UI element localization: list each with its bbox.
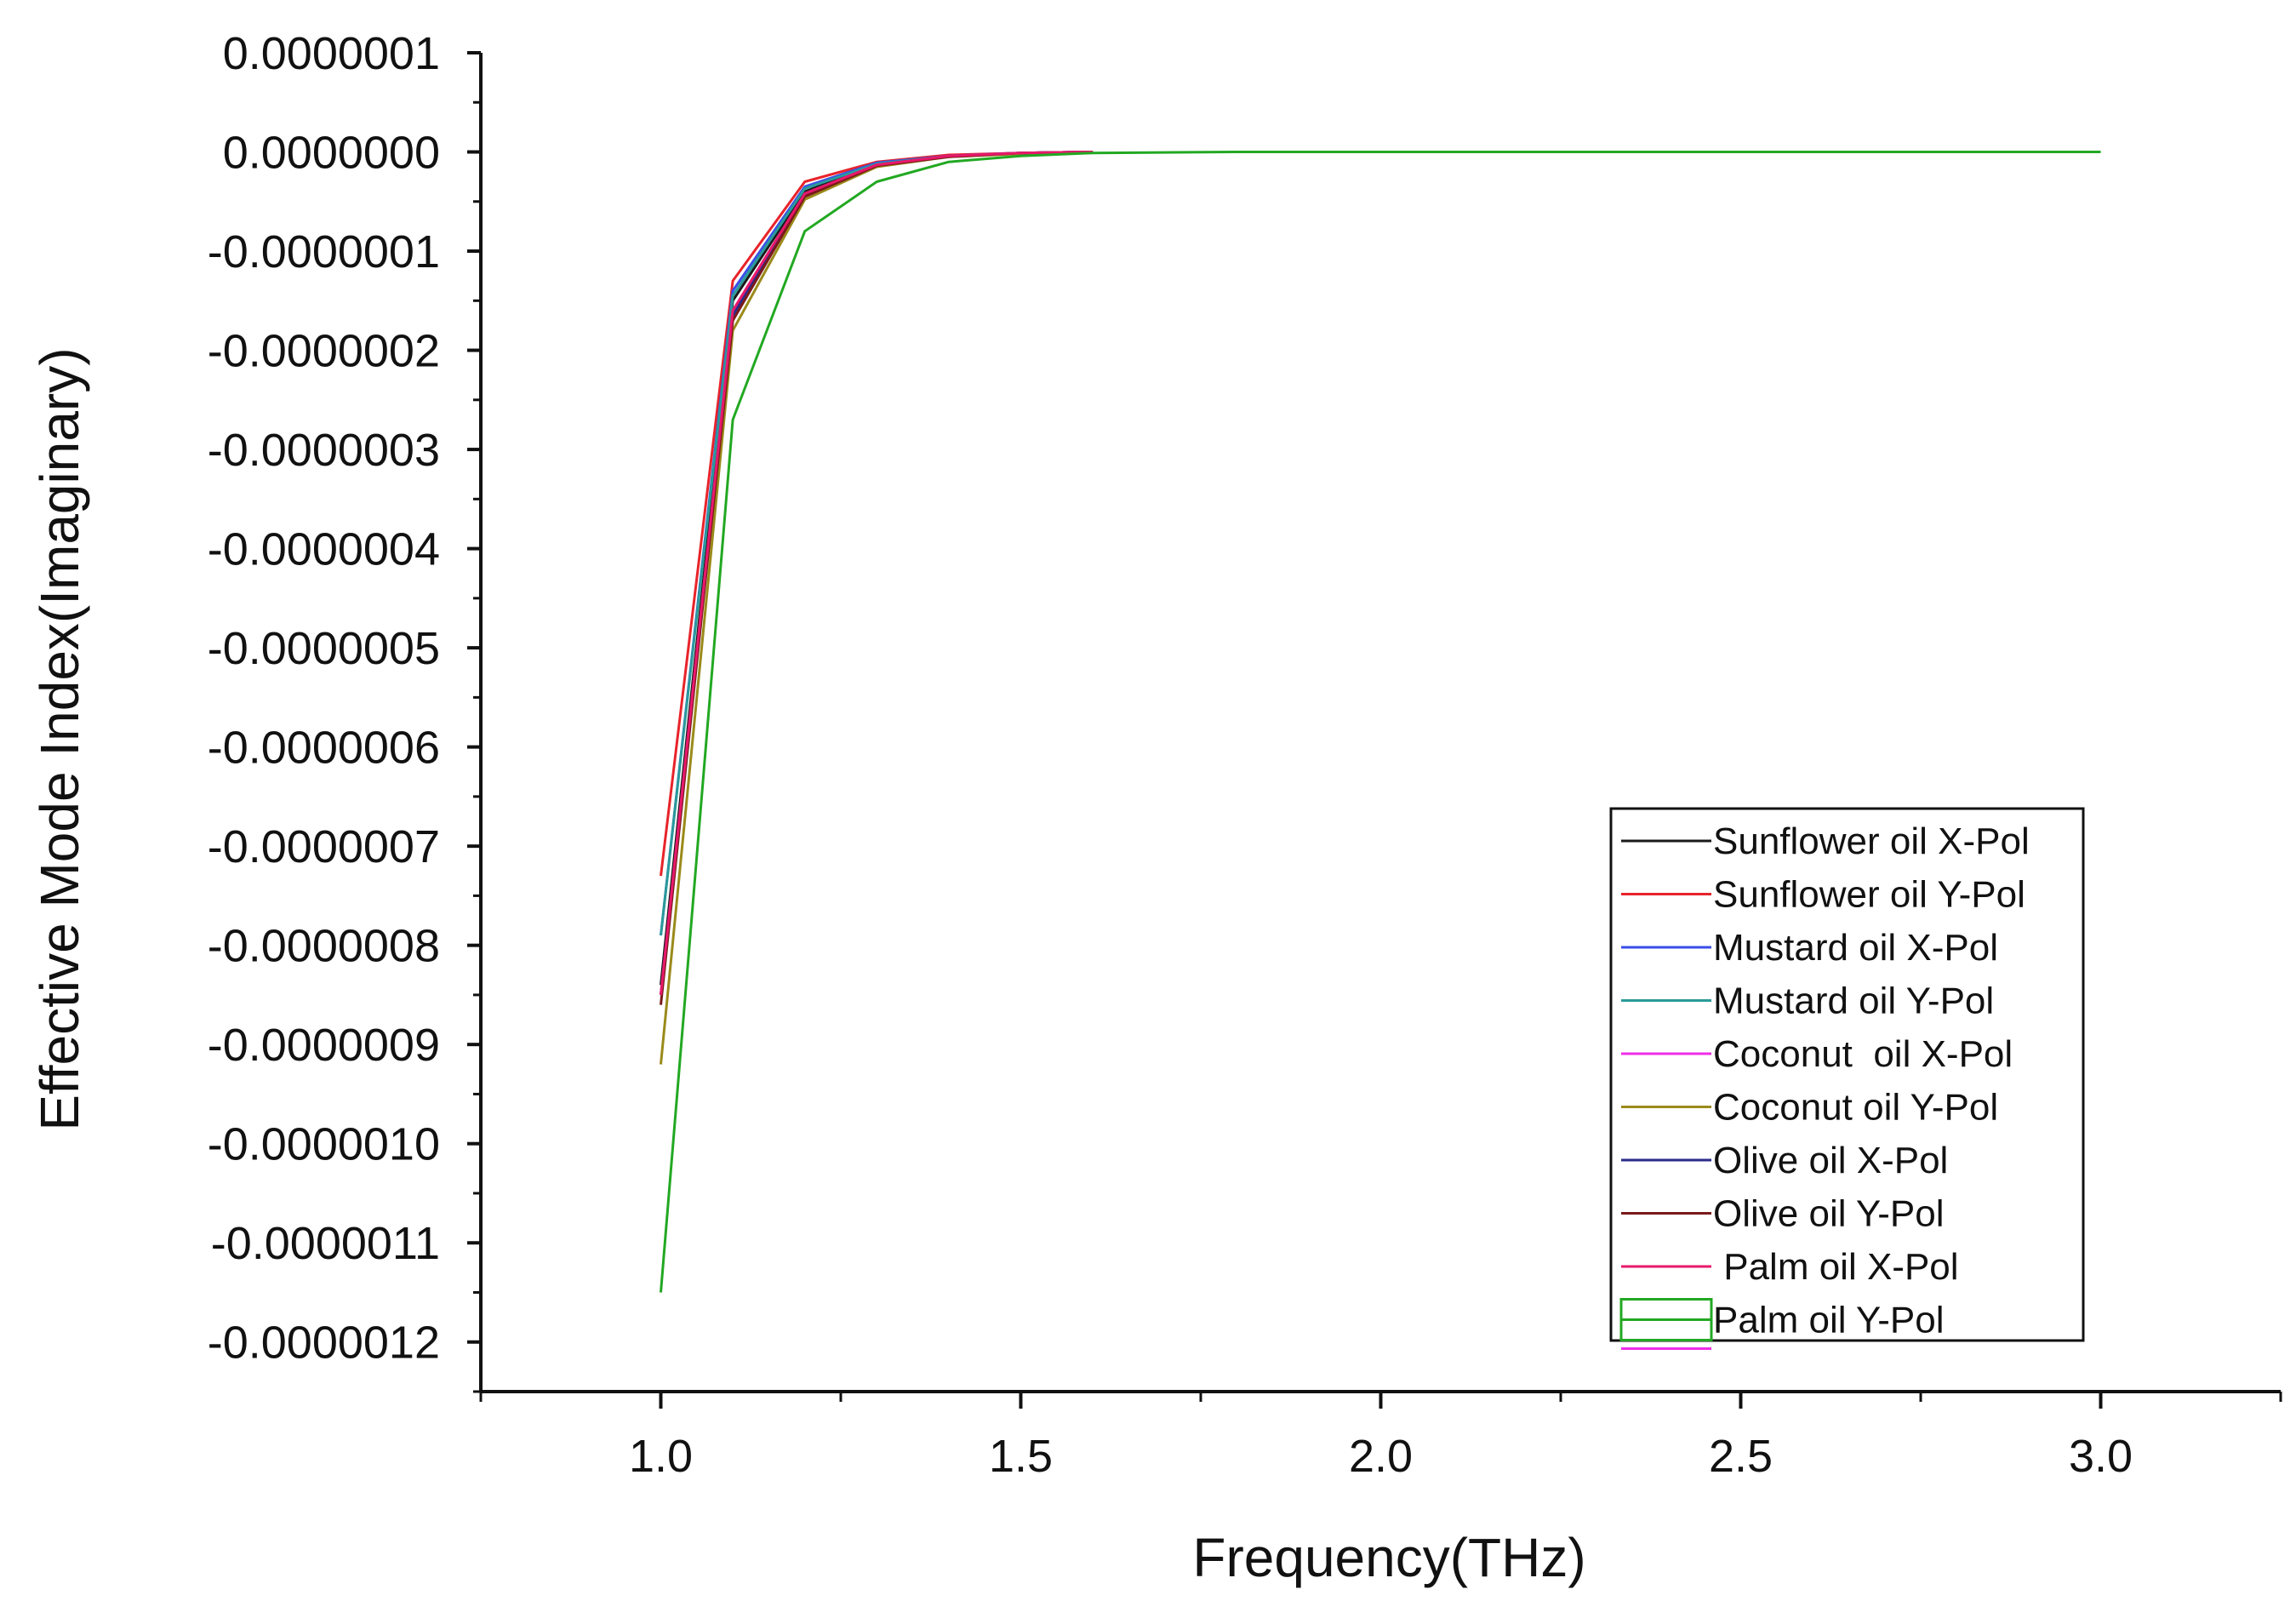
y-tick-label: -0.0000009 — [208, 1020, 440, 1071]
y-tick-label: 0.0000000 — [223, 128, 440, 179]
series-line — [660, 151, 1094, 1005]
y-ticks: 0.0000001 0.0000000 -0.0000001 -0.0000002 -0… — [208, 28, 481, 1393]
series-line — [660, 151, 1094, 996]
y-tick-label: -0.0000008 — [208, 921, 440, 972]
y-axis-title: Effective Mode Index(Imaginary) — [29, 347, 90, 1130]
y-tick-label: -0.0000001 — [208, 226, 440, 277]
legend-label: Olive oil Y-Pol — [1713, 1193, 1944, 1235]
legend-box — [1609, 807, 2085, 1342]
legend-items: Sunflower oil X-Pol Sunflower oil Y-Pol Mu… — [1619, 820, 2030, 1350]
series-line — [660, 151, 1094, 996]
legend-label: Mustard oil Y-Pol — [1713, 981, 1994, 1022]
legend: Sunflower oil X-Pol Sunflower oil Y-Pol Mu… — [1609, 807, 2085, 1350]
y-tick-label: -0.0000011 — [211, 1218, 440, 1269]
x-tick-label: 1.0 — [629, 1431, 693, 1482]
y-tick-label: -0.0000007 — [208, 821, 440, 872]
x-ticks: 1.0 1.5 2.0 2.5 3.0 — [479, 1392, 2282, 1482]
series-line — [660, 151, 1094, 936]
legend-label: Coconut oil X-Pol — [1713, 1033, 2013, 1075]
legend-label: Mustard oil X-Pol — [1713, 927, 1998, 969]
y-tick-label: -0.0000006 — [208, 723, 440, 774]
series-layer — [660, 151, 2101, 1293]
legend-label: Palm oil Y-Pol — [1713, 1300, 1944, 1341]
x-tick-label: 2.0 — [1349, 1431, 1413, 1482]
legend-label: Palm oil X-Pol — [1713, 1246, 1959, 1288]
legend-label: Olive oil X-Pol — [1713, 1140, 1948, 1181]
y-tick-label: -0.0000002 — [208, 326, 440, 377]
y-tick-label: -0.0000010 — [208, 1119, 440, 1170]
x-axis-title: Frequency(THz) — [1192, 1527, 1585, 1588]
series-line — [660, 151, 1094, 996]
series-line — [660, 151, 2101, 1293]
series-line — [660, 151, 1094, 936]
y-tick-label: -0.0000004 — [208, 524, 440, 575]
series-line — [660, 151, 1094, 986]
series-line — [660, 151, 1094, 1065]
y-tick-label: -0.0000012 — [208, 1318, 440, 1369]
legend-label: Sunflower oil X-Pol — [1713, 820, 2030, 862]
y-tick-label: -0.0000003 — [208, 425, 440, 476]
legend-sample-box — [1619, 1298, 1713, 1341]
x-tick-label: 1.5 — [989, 1431, 1053, 1482]
legend-label: Sunflower oil Y-Pol — [1713, 874, 2025, 916]
y-tick-label: 0.0000001 — [223, 28, 440, 79]
x-tick-label: 3.0 — [2069, 1431, 2133, 1482]
x-tick-label: 2.5 — [1709, 1431, 1773, 1482]
y-tick-label: -0.0000005 — [208, 623, 440, 674]
legend-label: Coconut oil Y-Pol — [1713, 1087, 1998, 1129]
